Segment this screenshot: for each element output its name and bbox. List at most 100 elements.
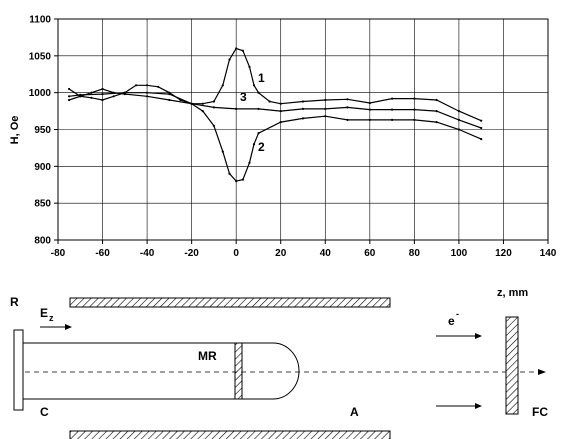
- device-diagram: R E z MR e - C A FC: [10, 295, 548, 439]
- data-point-1: [413, 97, 416, 100]
- data-point-3: [346, 106, 349, 109]
- data-point-3: [235, 107, 238, 110]
- data-point-1: [146, 84, 149, 87]
- data-point-1: [301, 100, 305, 103]
- curve-label-3: 3: [240, 90, 247, 104]
- data-point-3: [101, 93, 104, 96]
- data-point-2: [413, 118, 416, 121]
- y-tick-label: 1000: [29, 88, 52, 99]
- faraday-cup: [505, 316, 519, 415]
- data-point-2: [201, 110, 204, 113]
- label-c: C: [40, 405, 49, 419]
- plot-frame: [57, 18, 549, 241]
- data-point-1: [157, 85, 160, 88]
- data-point-2: [301, 117, 305, 120]
- data-point-2: [435, 121, 438, 124]
- y-tick-label: 900: [34, 162, 51, 173]
- x-axis-label: z, mm: [497, 287, 528, 299]
- data-point-1: [201, 102, 204, 105]
- x-tick-label: 60: [364, 248, 376, 259]
- data-point-1: [112, 95, 115, 98]
- data-point-2: [68, 87, 71, 91]
- data-point-2: [146, 95, 149, 98]
- data-point-2: [101, 87, 104, 91]
- series-lines: [68, 47, 483, 183]
- lower-arrow-head: [475, 403, 482, 409]
- electron-arrow-head: [475, 333, 482, 339]
- data-point-1: [346, 98, 349, 101]
- axis-arrow-head: [538, 369, 546, 375]
- data-point-1: [391, 97, 394, 100]
- data-point-3: [68, 95, 71, 98]
- data-point-1: [101, 98, 104, 102]
- x-tick-labels: -80 -60 -40 -20 0 20 40 60 80 100 120 140: [51, 248, 557, 259]
- cathode-body: [23, 342, 300, 400]
- y-tick-label: 850: [34, 199, 51, 210]
- x-tick-label: -60: [95, 248, 110, 259]
- data-point-1: [368, 101, 371, 105]
- y-tick-label: 1050: [29, 51, 52, 62]
- data-point-2: [168, 98, 171, 102]
- data-point-1: [241, 49, 244, 52]
- x-tick-label: -20: [184, 248, 199, 259]
- data-point-2: [248, 161, 251, 164]
- data-point-2: [368, 118, 371, 121]
- label-a: A: [350, 405, 359, 419]
- x-tick-label: 40: [320, 248, 332, 259]
- x-tick-label: 20: [275, 248, 287, 259]
- data-point-1: [134, 84, 138, 87]
- chart-grid: [54, 18, 549, 244]
- data-point-3: [79, 93, 82, 96]
- label-ez-sub: z: [49, 313, 54, 323]
- data-point-2: [252, 143, 256, 146]
- label-r: R: [10, 295, 19, 309]
- anode-top-plate: [69, 297, 391, 308]
- y-tick-label: 1100: [29, 15, 51, 26]
- data-point-2: [90, 91, 93, 94]
- x-tick-label: 100: [451, 248, 468, 259]
- data-point-3: [457, 118, 460, 121]
- data-point-3: [212, 106, 215, 109]
- data-point-2: [257, 132, 260, 135]
- data-point-3: [391, 108, 394, 111]
- data-point-1: [248, 65, 251, 68]
- data-point-2: [228, 172, 231, 175]
- data-point-1: [268, 100, 271, 103]
- data-point-2: [212, 124, 215, 127]
- y-tick-label: 950: [34, 125, 51, 136]
- reflector-plate: [13, 329, 24, 411]
- label-electron: e: [448, 314, 455, 328]
- ez-arrow-head: [65, 324, 72, 330]
- data-point-2: [221, 150, 224, 153]
- y-tick-labels: 800 850 900 950 1000 1050 1100: [29, 15, 52, 247]
- x-tick-label: 0: [233, 248, 239, 259]
- data-point-1: [90, 96, 93, 99]
- data-point-1: [68, 98, 71, 102]
- data-point-2: [235, 180, 238, 183]
- data-point-1: [435, 98, 438, 102]
- data-point-2: [279, 121, 282, 124]
- curve-label-1: 1: [258, 71, 265, 85]
- x-tick-label: -40: [140, 248, 155, 259]
- data-point-3: [123, 91, 126, 94]
- magnetic-ring: [234, 342, 243, 400]
- x-tick-label: 140: [540, 248, 557, 259]
- data-point-2: [457, 128, 460, 131]
- data-point-3: [168, 93, 171, 96]
- data-point-2: [241, 178, 244, 181]
- data-point-1: [221, 84, 224, 87]
- data-point-1: [279, 102, 282, 105]
- label-ez: E: [40, 306, 48, 320]
- data-point-1: [228, 58, 231, 61]
- data-point-2: [391, 118, 394, 121]
- data-point-3: [480, 126, 483, 130]
- y-tick-label: 800: [34, 236, 51, 247]
- data-point-3: [368, 108, 371, 111]
- magnetic-field-chart: -80 -60 -40 -20 0 20 40 60 80 100 120 140 800 850 900…: [9, 15, 557, 300]
- data-point-3: [279, 110, 282, 113]
- data-point-3: [413, 108, 416, 111]
- data-point-3: [324, 107, 327, 110]
- y-axis-label: H, Oe: [9, 116, 21, 145]
- data-point-1: [212, 100, 215, 103]
